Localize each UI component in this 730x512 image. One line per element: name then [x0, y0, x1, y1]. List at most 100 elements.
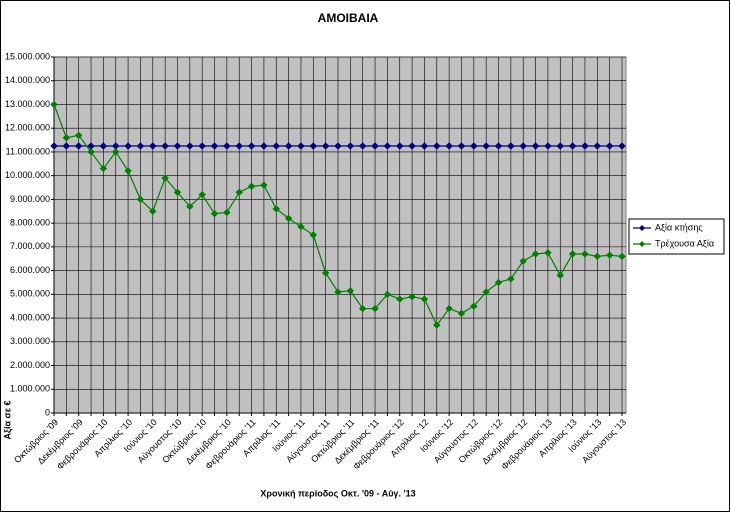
data-point — [371, 142, 379, 150]
data-point — [198, 142, 206, 150]
data-point — [618, 142, 626, 150]
data-point — [408, 292, 416, 301]
data-point — [556, 142, 564, 150]
data-point — [136, 195, 145, 204]
data-point — [457, 142, 466, 150]
data-point — [519, 142, 527, 150]
data-point — [260, 181, 268, 189]
data-point — [568, 142, 577, 150]
y-tick-label: 7.000.000 — [10, 241, 50, 251]
data-point — [62, 142, 71, 150]
data-point — [507, 275, 515, 283]
data-point — [223, 208, 231, 217]
data-point — [581, 250, 589, 258]
y-axis-title: Αξία σε € — [2, 401, 12, 440]
data-point — [605, 251, 614, 259]
chart-title: ΑΜΟΙΒΑΙΑ — [318, 11, 379, 25]
y-tick-label: 10.000.000 — [5, 170, 50, 180]
data-point — [321, 269, 330, 277]
legend-box — [628, 218, 725, 255]
data-point — [149, 142, 157, 150]
data-point — [445, 304, 453, 313]
data-point — [420, 295, 429, 303]
data-point — [396, 295, 404, 303]
data-point — [470, 142, 478, 150]
data-point — [346, 142, 355, 150]
data-point — [309, 142, 318, 150]
legend-marker — [639, 225, 645, 231]
data-point — [605, 142, 614, 150]
data-point — [531, 250, 540, 258]
data-point — [161, 174, 169, 182]
data-point — [482, 288, 490, 296]
data-point — [321, 142, 330, 150]
data-point — [235, 188, 243, 196]
data-point — [50, 100, 58, 109]
y-tick-label: 12.000.000 — [5, 123, 50, 133]
data-point — [494, 278, 503, 287]
data-point — [74, 131, 83, 140]
y-tick-label: 11.000.000 — [6, 146, 50, 156]
data-point — [272, 142, 280, 150]
data-point — [247, 142, 256, 150]
data-point — [346, 287, 355, 295]
data-point — [50, 142, 58, 150]
data-point — [433, 142, 441, 150]
data-point — [62, 133, 71, 142]
data-point — [358, 142, 367, 150]
data-point — [507, 142, 515, 150]
data-point — [593, 142, 602, 150]
data-point — [149, 207, 157, 215]
data-point — [87, 148, 95, 156]
data-point — [593, 252, 602, 261]
data-point — [74, 142, 83, 150]
data-point — [297, 222, 305, 231]
y-tick-label: 15.000.000 — [5, 51, 50, 61]
data-point — [334, 288, 342, 296]
data-point — [223, 142, 231, 150]
y-tick-label: 14.000.000 — [5, 75, 50, 85]
data-point — [568, 250, 577, 258]
data-point — [334, 142, 342, 150]
data-point — [297, 142, 305, 150]
data-point — [99, 142, 108, 150]
y-tick-label: 6.000.000 — [10, 265, 50, 275]
legend-label: Αξία κτήσης — [655, 222, 703, 232]
data-point — [433, 321, 441, 329]
data-point — [544, 142, 552, 150]
y-tick-label: 4.000.000 — [10, 312, 50, 322]
data-point — [371, 304, 379, 313]
data-point — [482, 142, 490, 150]
data-point — [186, 202, 194, 211]
data-point — [124, 142, 132, 150]
data-point — [544, 249, 552, 257]
data-point — [358, 304, 367, 313]
data-point — [284, 214, 293, 223]
data-point — [173, 142, 182, 150]
data-point — [383, 290, 392, 299]
data-point — [235, 142, 243, 150]
x-axis-title: Χρονική περίοδος Οκτ. '09 - Αύγ. '13 — [260, 488, 415, 498]
data-point — [396, 142, 404, 150]
data-point — [618, 252, 626, 261]
y-tick-label: 1.000.000 — [10, 384, 50, 394]
data-point — [420, 142, 429, 150]
data-point — [173, 188, 182, 196]
y-tick-label: 13.000.000 — [5, 99, 50, 109]
data-point — [457, 309, 466, 318]
data-point — [581, 142, 589, 150]
data-point — [247, 182, 256, 191]
data-point — [556, 271, 564, 280]
data-point — [210, 209, 219, 218]
y-tick-label: 3.000.000 — [10, 336, 50, 346]
data-point — [186, 142, 194, 150]
legend-marker — [639, 241, 645, 247]
data-point — [124, 167, 132, 175]
y-tick-label: 5.000.000 — [10, 289, 50, 299]
y-tick-label: 8.000.000 — [10, 218, 50, 228]
data-point — [161, 142, 169, 150]
data-point — [198, 190, 206, 199]
data-point — [408, 142, 416, 150]
data-point — [136, 142, 145, 150]
